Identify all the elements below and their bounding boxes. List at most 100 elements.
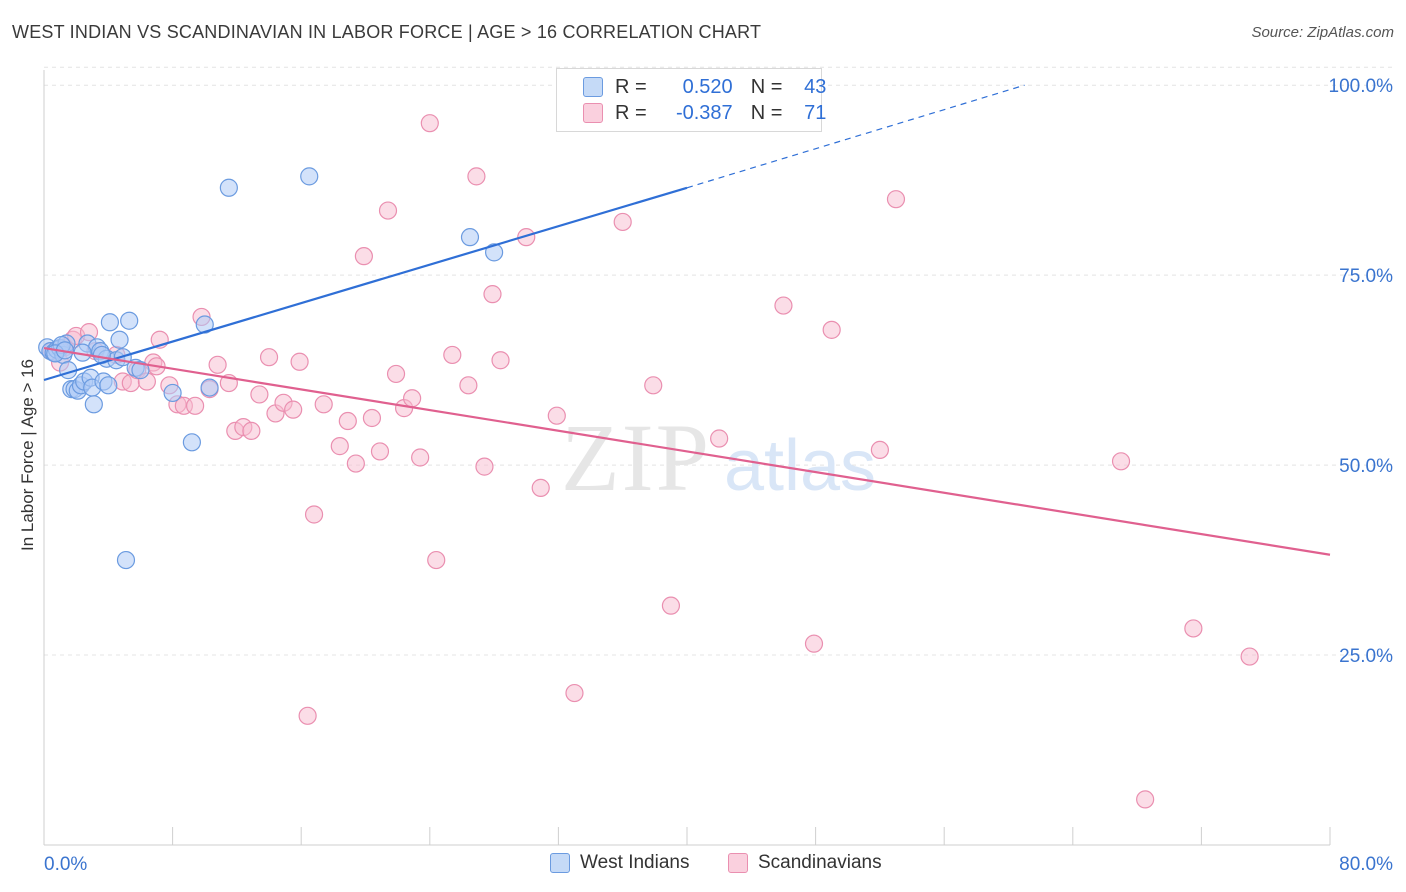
scandinavians-point: [475, 457, 494, 476]
west-indians-point: [131, 361, 150, 380]
west-indians-points: [38, 167, 504, 570]
n-label: N =: [750, 75, 783, 98]
axes: [43, 70, 1331, 846]
west-indians-point: [200, 378, 219, 397]
west-indians-point: [163, 383, 182, 403]
scandinavians-point: [346, 454, 365, 473]
scandinavians-point: [565, 683, 584, 703]
scandinavians-point: [242, 421, 261, 441]
scandinavians-legend-label: Scandinavians: [758, 852, 882, 873]
scandinavians-point: [298, 706, 317, 725]
legend-item-scandinavians[interactable]: Scandinavians: [728, 852, 882, 874]
y-tick-labels: 25.0% 50.0% 75.0% 100.0%: [1329, 76, 1394, 667]
y-tick-label: 25.0%: [1339, 646, 1393, 667]
scandinavians-point: [517, 228, 536, 247]
west-indians-legend-swatch: [550, 853, 570, 873]
scandinavians-point: [1111, 452, 1131, 471]
west-indians-point: [219, 178, 238, 197]
watermark-zip: ZIP: [561, 404, 711, 511]
scandinavians-point: [354, 247, 373, 266]
watermark: ZIP atlas: [561, 404, 876, 511]
scandinavians-point: [483, 285, 502, 304]
west-indians-trendline-extension: [686, 84, 1025, 189]
watermark-atlas: atlas: [724, 426, 876, 506]
scandinavians-point: [531, 478, 550, 497]
scandinavians-point: [661, 596, 681, 615]
scandinavians-point: [338, 411, 357, 431]
y-tick-label: 50.0%: [1339, 456, 1393, 477]
west-indians-legend-label: West Indians: [580, 852, 690, 873]
scandinavians-point: [1184, 619, 1203, 638]
west-indians-swatch: [583, 77, 603, 97]
n-value-scandinavians: 71: [804, 101, 827, 124]
legend-row-scandinavians: R = -0.387 N = 71: [583, 100, 826, 126]
legend-item-west-indians[interactable]: West Indians: [550, 852, 689, 874]
west-indians-point: [300, 167, 319, 186]
west-indians-point: [110, 330, 129, 349]
scandinavians-point: [443, 345, 462, 365]
correlation-legend: R = 0.520 N = 43 R = -0.387 N = 71: [556, 68, 826, 132]
r-value-west-indians: 0.520: [682, 75, 733, 98]
scandinavians-point: [459, 376, 478, 395]
scandinavians-point: [547, 406, 566, 425]
scandinavians-swatch: [583, 103, 603, 123]
scandinavians-point: [378, 201, 398, 220]
y-tick-label: 75.0%: [1339, 266, 1393, 287]
scandinavians-point: [284, 400, 303, 419]
scandinavians-point: [491, 351, 510, 370]
x-tick-labels: 0.0% 80.0%: [44, 854, 1393, 875]
scandinavians-point: [403, 389, 422, 408]
n-label: N =: [750, 101, 783, 124]
scandinavians-point: [822, 320, 841, 339]
west-indians-point: [182, 433, 201, 452]
r-label: R =: [615, 101, 647, 124]
scandinavians-point: [1240, 647, 1259, 666]
scandinavians-legend-swatch: [728, 853, 748, 873]
n-value-west-indians: 43: [804, 75, 827, 98]
series-legend: West Indians Scandinavians: [0, 852, 1406, 878]
r-label: R =: [615, 75, 647, 98]
scandinavians-point: [290, 352, 309, 371]
y-tick-label: 100.0%: [1329, 76, 1394, 97]
trendlines: [43, 84, 1331, 556]
scandinavians-point: [870, 440, 890, 460]
scandinavians-point: [613, 212, 632, 232]
scandinavians-point: [427, 550, 446, 570]
scandinavians-point: [386, 364, 406, 384]
x-tick-label: 80.0%: [1339, 854, 1393, 875]
x-tick-label: 0.0%: [44, 854, 87, 875]
west-indians-point: [84, 395, 103, 414]
scandinavians-point: [362, 408, 382, 428]
scandinavians-point: [314, 395, 333, 414]
scandinavians-point: [886, 190, 906, 209]
west-indians-point: [485, 243, 504, 262]
r-value-scandinavians: -0.387: [675, 101, 733, 124]
scandinavians-trendline: [43, 347, 1331, 556]
scandinavians-point: [304, 505, 324, 524]
scandinavians-point: [259, 348, 279, 367]
scandinavians-point: [411, 448, 430, 467]
chart-title: WEST INDIAN VS SCANDINAVIAN IN LABOR FOR…: [12, 22, 762, 42]
gridlines: [44, 66, 1394, 656]
west-indians-point: [116, 550, 136, 570]
scandinavians-point: [420, 114, 439, 133]
scandinavians-point: [370, 442, 390, 461]
west-indians-point: [460, 228, 480, 247]
west-indians-point: [99, 376, 118, 395]
scandinavians-point: [710, 429, 729, 448]
scandinavians-point: [208, 355, 227, 374]
west-indians-point: [100, 313, 120, 332]
scandinavians-point: [250, 385, 269, 404]
scandinavians-point: [467, 167, 486, 186]
scandinavians-point: [330, 437, 349, 456]
scandinavians-point: [1136, 790, 1155, 809]
legend-row-west-indians: R = 0.520 N = 43: [583, 74, 826, 100]
scandinavians-point: [186, 396, 205, 415]
scandinavians-point: [804, 634, 824, 653]
west-indians-trendline: [43, 186, 688, 382]
scandinavians-point: [774, 296, 793, 315]
source-label: Source: ZipAtlas.com: [1251, 24, 1394, 41]
west-indians-point: [120, 311, 139, 330]
scandinavians-point: [644, 376, 663, 395]
